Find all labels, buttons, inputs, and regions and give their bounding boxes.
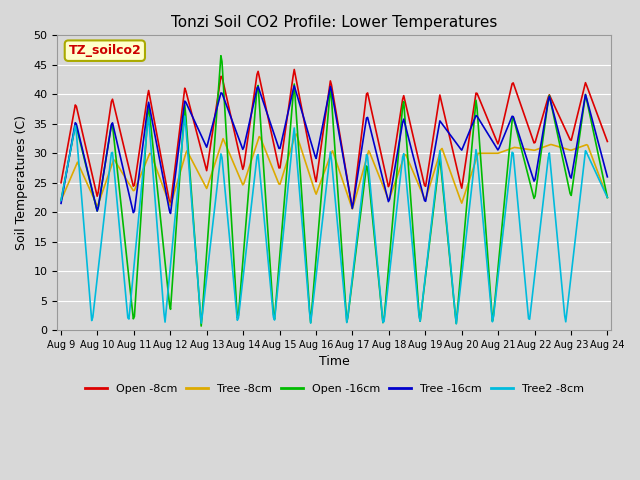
Legend: Open -8cm, Tree -8cm, Open -16cm, Tree -16cm, Tree2 -8cm: Open -8cm, Tree -8cm, Open -16cm, Tree -… [80, 379, 588, 398]
Title: Tonzi Soil CO2 Profile: Lower Temperatures: Tonzi Soil CO2 Profile: Lower Temperatur… [171, 15, 497, 30]
Text: TZ_soilco2: TZ_soilco2 [68, 44, 141, 57]
X-axis label: Time: Time [319, 355, 349, 369]
Y-axis label: Soil Temperatures (C): Soil Temperatures (C) [15, 115, 28, 250]
